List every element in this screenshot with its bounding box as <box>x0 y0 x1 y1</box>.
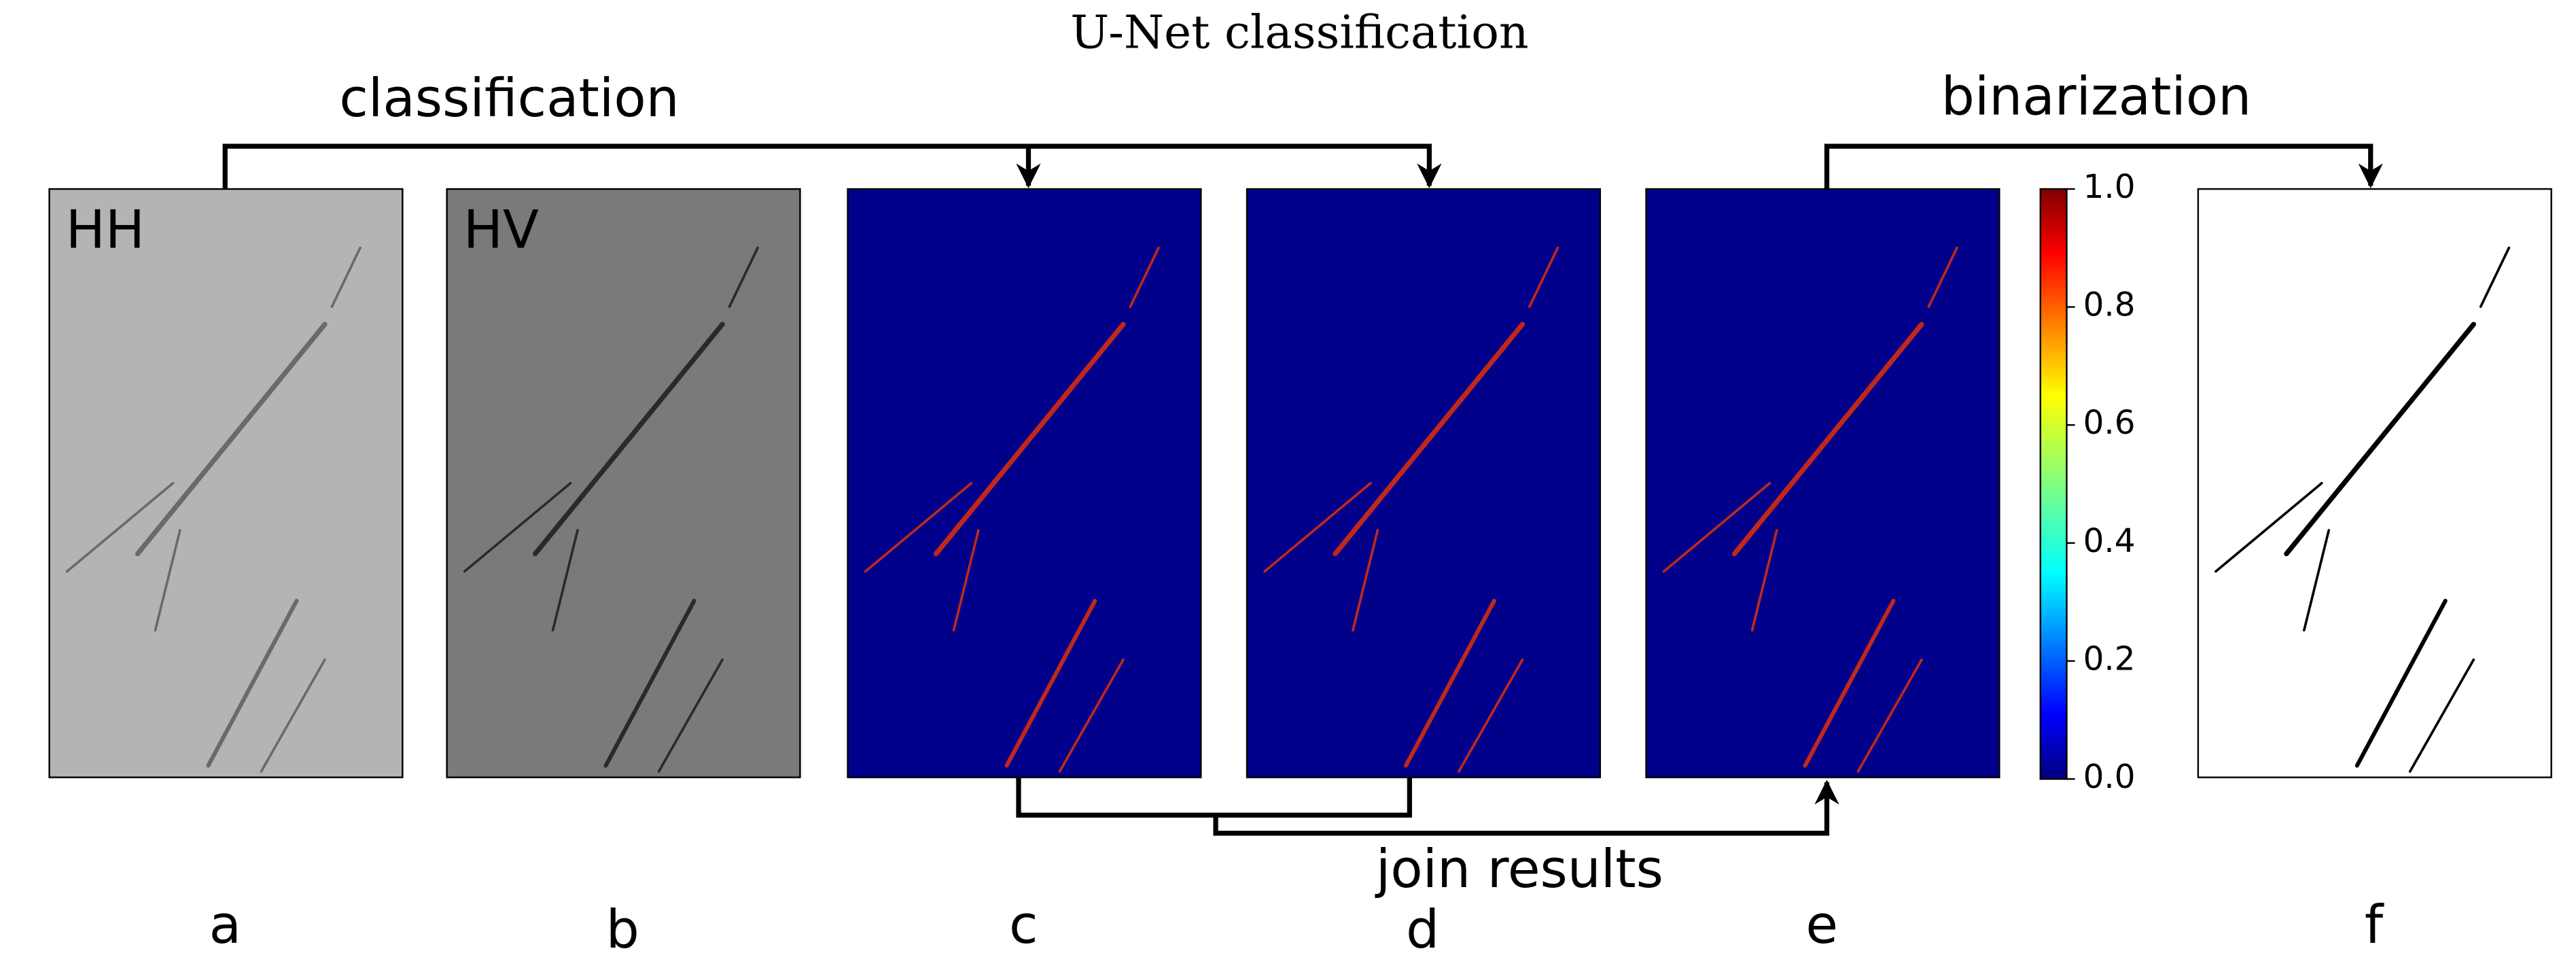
crack <box>657 658 724 773</box>
crack <box>1352 529 1379 632</box>
cracks <box>864 246 1160 773</box>
step-label: join results <box>1375 839 1663 900</box>
crack <box>2354 598 2448 768</box>
crack <box>1856 658 1923 773</box>
panel-overlay: HV <box>463 199 539 260</box>
crack <box>2284 322 2476 557</box>
crack <box>1750 529 1778 632</box>
panel-label: b <box>606 899 639 961</box>
crack <box>1333 322 1525 557</box>
step-label: binarization <box>1941 66 2252 127</box>
colorbar-tick-label: 0.2 <box>2083 640 2136 678</box>
crack <box>1927 246 1958 308</box>
cracks <box>1662 246 1958 773</box>
colorbar-tick-label: 0.4 <box>2083 522 2136 560</box>
panel-overlay: HH <box>66 199 145 260</box>
panel-image <box>847 188 1202 778</box>
colorbar-tick-label: 0.6 <box>2083 404 2136 442</box>
crack <box>65 481 175 573</box>
cracks <box>65 246 361 773</box>
crack <box>728 246 759 308</box>
crack <box>1129 246 1160 308</box>
crack <box>1662 481 1771 573</box>
cracks <box>463 246 759 773</box>
panel-image <box>48 188 404 778</box>
panel-image <box>1645 188 2000 778</box>
crack <box>933 322 1126 557</box>
panel-image <box>1246 188 1602 778</box>
crack <box>1803 598 1896 768</box>
title: U-Net classification <box>1070 5 1528 59</box>
crack <box>1528 246 1559 308</box>
crack <box>551 529 579 632</box>
crack <box>1263 481 1372 573</box>
crack <box>952 529 980 632</box>
panel-label: c <box>1009 895 1038 956</box>
crack <box>1731 322 1924 557</box>
panel-image <box>2197 188 2552 778</box>
crack <box>864 481 973 573</box>
panel-label: a <box>209 895 241 956</box>
crack <box>135 322 328 557</box>
panel-label: f <box>2365 895 2384 956</box>
crack <box>603 598 696 768</box>
crack <box>2408 658 2475 773</box>
crack <box>330 246 361 308</box>
panel-label: d <box>1406 899 1439 961</box>
colorbar-tick-label: 0.0 <box>2083 758 2136 796</box>
arrows <box>222 143 2383 836</box>
crack <box>2303 529 2331 632</box>
colorbar-tick-label: 1.0 <box>2083 168 2136 206</box>
crack <box>463 481 572 573</box>
cracks <box>1263 246 1559 773</box>
crack <box>206 598 299 768</box>
crack <box>1004 598 1097 768</box>
crack <box>532 322 725 557</box>
crack <box>260 658 326 773</box>
panel-image <box>446 188 801 778</box>
step-label: classification <box>339 68 679 129</box>
crack <box>2215 481 2323 573</box>
crack <box>154 529 181 632</box>
colorbar-tick-label: 0.8 <box>2083 286 2136 324</box>
crack <box>1058 658 1125 773</box>
cracks <box>2215 246 2511 773</box>
colorbar <box>2039 188 2068 780</box>
crack <box>1458 658 1524 773</box>
crack <box>2479 246 2511 308</box>
crack <box>1403 598 1496 768</box>
panel-label: e <box>1805 895 1838 956</box>
